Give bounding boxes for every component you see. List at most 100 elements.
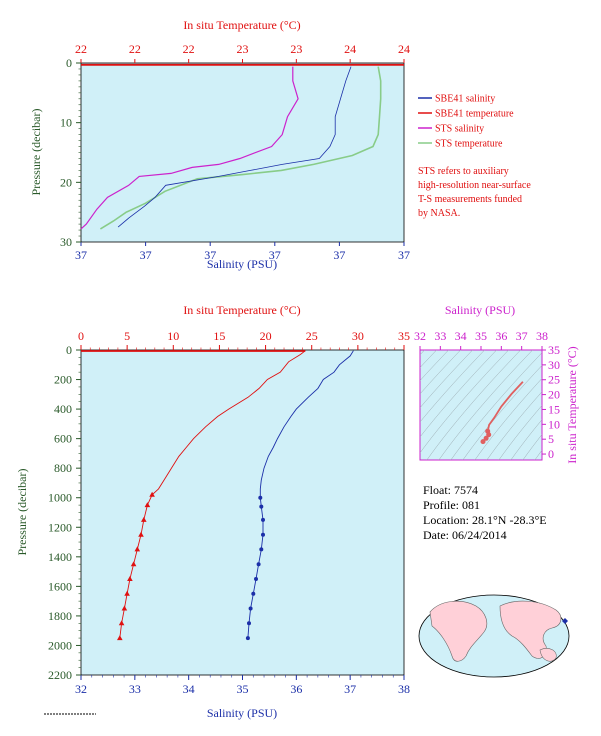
- top-temp-tick-label: 24: [398, 42, 410, 56]
- note-line-4: by NASA.: [418, 208, 460, 219]
- ts-diagram: Salinity (PSU) In situ Temperature (°C) …: [414, 303, 579, 464]
- ts-point: [486, 432, 492, 438]
- main-pressure-axis-label: Pressure (decibar): [15, 469, 29, 556]
- temperature-point: [134, 546, 141, 552]
- salinity-point: [248, 606, 253, 611]
- main-sal-tick-label: 33: [129, 682, 141, 696]
- temperature-point: [124, 590, 130, 596]
- density-contour: [420, 350, 485, 423]
- top-pressure-tick-label: 30: [60, 235, 72, 249]
- top-salinity-axis-label: Salinity (PSU): [207, 257, 277, 271]
- top-series-sts-salinity: [80, 66, 299, 230]
- main-pressure-tick-label: 0: [66, 343, 72, 357]
- top-plot-area: [80, 62, 405, 243]
- main-temperature-axis-label: In situ Temperature (°C): [183, 303, 300, 317]
- density-contour: [420, 350, 473, 409]
- main-series-temperature: [119, 350, 306, 639]
- temperature-point: [118, 620, 125, 626]
- salinity-point: [256, 562, 261, 567]
- ts-sal-tick-label: 32: [414, 329, 426, 343]
- density-contour: [426, 350, 521, 460]
- main-pressure-tick-label: 2200: [48, 668, 72, 682]
- main-pressure-tick-label: 1200: [48, 520, 72, 534]
- top-temp-tick-label: 23: [290, 42, 302, 56]
- temperature-point: [121, 605, 128, 611]
- main-salinity-axis-label: Salinity (PSU): [207, 706, 277, 720]
- ts-salinity-axis-label: Salinity (PSU): [445, 303, 515, 317]
- top-temp-tick-label: 23: [237, 42, 249, 56]
- top-pressure-tick-label: 10: [60, 116, 72, 130]
- map-land-americas: [429, 600, 488, 662]
- density-contour: [420, 350, 497, 438]
- ts-temp-tick-label: 10: [548, 417, 560, 431]
- density-contour: [474, 378, 542, 460]
- main-temp-tick-label: 0: [78, 329, 84, 343]
- salinity-point: [254, 577, 258, 581]
- main-pressure-tick-label: 1000: [48, 491, 72, 505]
- top-temp-tick-label: 24: [344, 42, 356, 56]
- ts-temp-tick-label: 35: [548, 343, 560, 357]
- temperature-point: [130, 561, 137, 567]
- salinity-point: [259, 504, 264, 509]
- main-series-salinity: [247, 350, 354, 639]
- top-sal-tick-label: 37: [140, 248, 152, 262]
- main-temp-tick-label: 35: [398, 329, 410, 343]
- top-series-sts-temperature: [99, 66, 382, 230]
- density-contour: [498, 405, 542, 460]
- ts-sal-tick-label: 37: [516, 329, 528, 343]
- map-land-eurasia-africa: [499, 600, 562, 659]
- ts-temp-tick-label: 15: [548, 402, 560, 416]
- salinity-point: [245, 636, 250, 641]
- temperature-point: [127, 576, 133, 581]
- float-location-marker: [562, 618, 568, 624]
- main-sal-tick-label: 36: [290, 682, 302, 696]
- density-contour: [462, 365, 542, 460]
- ts-temp-tick-label: 30: [548, 358, 560, 372]
- main-pressure-tick-label: 1600: [48, 579, 72, 593]
- main-sal-tick-label: 35: [237, 682, 249, 696]
- world-map: [418, 594, 570, 678]
- top-sal-tick-label: 37: [269, 248, 281, 262]
- legend-label: STS temperature: [435, 139, 503, 150]
- main-plot-area: [80, 349, 405, 676]
- note-line-3: T-S measurements funded: [418, 194, 522, 205]
- density-contour: [420, 350, 509, 454]
- salinity-point: [261, 532, 265, 537]
- main-temp-tick-label: 30: [352, 329, 364, 343]
- legend-label: STS salinity: [435, 124, 484, 135]
- main-sal-tick-label: 34: [183, 682, 195, 696]
- top-sal-tick-label: 37: [333, 248, 345, 262]
- top-temp-tick-label: 22: [129, 42, 141, 56]
- top-sal-tick-label: 37: [75, 248, 87, 262]
- top-pressure-tick-label: 0: [66, 56, 72, 70]
- main-pressure-tick-label: 1800: [48, 609, 72, 623]
- temperature-point: [144, 502, 151, 508]
- main-temp-tick-label: 5: [124, 329, 130, 343]
- ts-temp-tick-label: 20: [548, 388, 560, 402]
- ts-sal-tick-label: 36: [495, 329, 507, 343]
- salinity-point: [259, 547, 264, 552]
- float-id: Float: 7574: [423, 483, 478, 497]
- main-temp-tick-label: 20: [260, 329, 272, 343]
- density-contour: [450, 352, 542, 460]
- top-temperature-axis-label: In situ Temperature (°C): [183, 18, 300, 32]
- density-contour: [522, 434, 542, 460]
- density-contour: [438, 350, 533, 460]
- main-temp-tick-label: 15: [213, 329, 225, 343]
- float-info: Float: 7574 Profile: 081 Location: 28.1°…: [423, 483, 547, 542]
- density-contour: [486, 391, 542, 460]
- date: Date: 06/24/2014: [423, 528, 507, 542]
- note-line-2: high-resolution near-surface: [418, 180, 531, 191]
- salinity-point: [258, 495, 263, 500]
- note-line-1: STS refers to auxiliary: [418, 166, 509, 177]
- ts-temperature-axis-label: In situ Temperature (°C): [565, 346, 579, 463]
- main-pressure-tick-label: 800: [54, 461, 72, 475]
- legend-label: SBE41 temperature: [435, 109, 514, 120]
- main-sal-tick-label: 32: [75, 682, 87, 696]
- legend: SBE41 salinity SBE41 temperature STS salin…: [418, 94, 514, 150]
- main-pressure-tick-label: 1400: [48, 550, 72, 564]
- ts-point: [480, 439, 486, 445]
- top-temp-tick-label: 22: [183, 42, 195, 56]
- salinity-point: [251, 591, 256, 596]
